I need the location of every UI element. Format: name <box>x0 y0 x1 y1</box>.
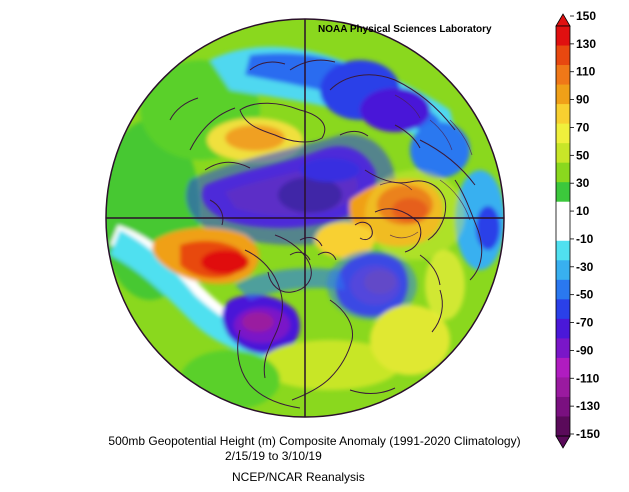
colorbar-swatch <box>556 260 570 281</box>
colorbar-tick-label: 90 <box>576 93 590 107</box>
colorbar-top-arrow <box>555 13 571 27</box>
colorbar-swatch <box>556 65 570 86</box>
colorbar-tick-label: 130 <box>576 37 596 51</box>
data-source: NCEP/NCAR Reanalysis <box>232 470 365 484</box>
colorbar-tick-label: -50 <box>576 288 594 302</box>
colorbar-swatch <box>556 221 570 242</box>
colorbar-tick-label: 50 <box>576 148 590 162</box>
anomaly-field <box>106 19 504 417</box>
colorbar-swatch <box>556 240 570 261</box>
colorbar-swatch <box>556 318 570 339</box>
colorbar-tick-label: -10 <box>576 232 594 246</box>
colorbar-swatch <box>556 357 570 378</box>
colorbar-swatch <box>556 45 570 66</box>
colorbar-tick-label: -130 <box>576 399 600 413</box>
colorbar-swatch <box>556 279 570 300</box>
colorbar-tick-label: 70 <box>576 120 590 134</box>
colorbar-swatch <box>556 377 570 398</box>
coastlines <box>169 59 483 409</box>
colorbar-swatch <box>556 162 570 183</box>
colorbar-swatch <box>556 416 570 437</box>
colorbar-tick-label: -150 <box>576 427 600 441</box>
colorbar-swatch <box>556 104 570 125</box>
colorbar-swatch <box>556 84 570 105</box>
colorbar-swatch <box>556 201 570 222</box>
date-range: 2/15/19 to 3/10/19 <box>225 449 322 463</box>
colorbar-tick-label: -30 <box>576 260 594 274</box>
colorbar-swatch <box>556 26 570 47</box>
colorbar-tick-label: 110 <box>576 65 596 79</box>
colorbar-swatch <box>556 299 570 320</box>
colorbar-swatch <box>556 143 570 164</box>
colorbar-tick-label: -90 <box>576 343 594 357</box>
colorbar-tick-label: -70 <box>576 316 594 330</box>
anomaly-map <box>105 18 505 418</box>
colorbar-tick-label: 150 <box>576 10 596 23</box>
colorbar-swatch <box>556 182 570 203</box>
colorbar-tick-label: -110 <box>576 371 600 385</box>
map-boundary <box>105 18 505 418</box>
colorbar-swatch <box>556 396 570 417</box>
title-text: 500mb Geopotential Height (m) Composite … <box>108 434 521 448</box>
colorbar-frame <box>555 25 571 437</box>
lab-label: NOAA Physical Sciences Laboratory <box>318 24 492 35</box>
colorbar-swatch <box>556 338 570 359</box>
colorbar-tick-label: 30 <box>576 176 590 190</box>
map-title: 500mb Geopotential Height (m) Composite … <box>0 434 629 448</box>
colorbar-swatch <box>556 123 570 144</box>
colorbar: 150 130 110 90 70 50 30 10 -10 -30 -50 -70 -90 -110 -1… <box>555 10 600 449</box>
colorbar-tick-label: 10 <box>576 204 590 218</box>
